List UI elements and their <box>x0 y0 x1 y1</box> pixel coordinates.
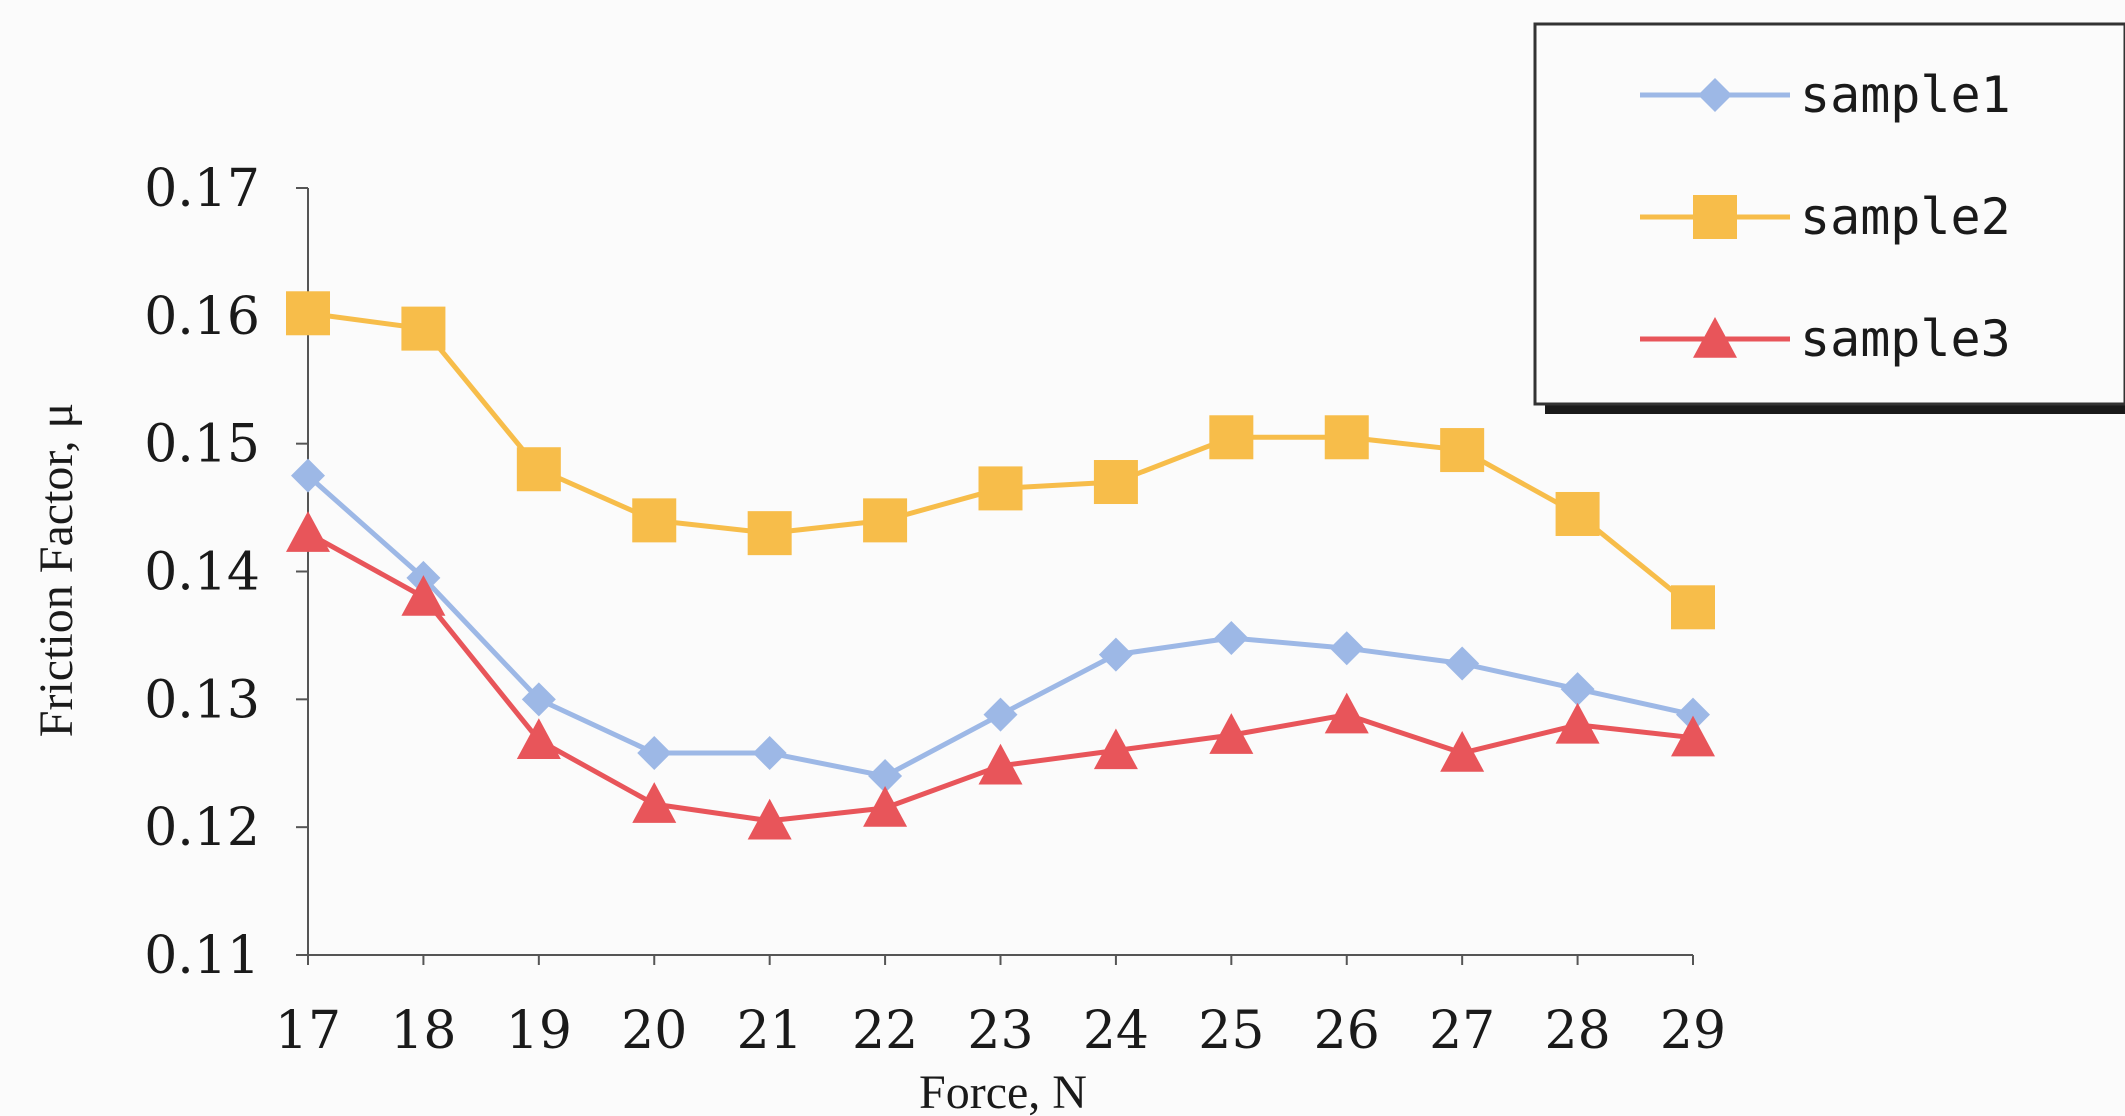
data-point-sample1 <box>1676 697 1710 732</box>
data-point-sample3 <box>978 743 1023 785</box>
data-point-sample3 <box>1324 692 1369 734</box>
data-point-sample1 <box>521 682 556 717</box>
x-tick-label: 28 <box>1544 1001 1610 1061</box>
x-tick-label: 21 <box>737 1001 803 1061</box>
data-point-sample1 <box>983 697 1018 732</box>
y-axis-ticks: 0.11 0.12 0.13 0.14 0.15 0.16 0.17 <box>144 159 308 986</box>
x-tick-label: 20 <box>621 1001 687 1061</box>
x-tick-label: 24 <box>1083 1001 1149 1061</box>
x-tick-label: 18 <box>390 1001 456 1061</box>
x-tick-label: 25 <box>1198 1001 1264 1061</box>
y-tick-label: 0.11 <box>144 926 260 986</box>
x-axis-ticks: 17 18 19 20 21 22 23 24 25 26 27 28 29 <box>275 955 1726 1061</box>
data-point-sample1 <box>291 458 325 493</box>
series-sample2 <box>286 291 1715 630</box>
legend-box <box>1533 22 2125 406</box>
y-tick-label: 0.16 <box>144 287 260 347</box>
data-point-sample2 <box>747 511 792 556</box>
y-tick-label: 0.17 <box>144 159 260 219</box>
x-tick-label: 17 <box>275 1001 341 1061</box>
x-axis-title: Force, N <box>919 1066 1087 1116</box>
data-point-sample1 <box>1560 672 1595 707</box>
data-point-sample2 <box>978 466 1023 511</box>
series-sample1 <box>291 458 1710 794</box>
legend-marker <box>1693 317 1737 358</box>
data-point-sample3 <box>1093 728 1138 770</box>
x-tick-label: 27 <box>1429 1001 1495 1061</box>
data-point-sample3 <box>1440 731 1485 772</box>
legend: sample1 sample2 sample3 <box>1533 22 2125 414</box>
data-point-sample3 <box>863 785 908 827</box>
legend-marker <box>1698 78 1732 112</box>
data-point-sample1 <box>752 736 787 771</box>
legend-items: sample1 sample2 sample3 <box>1640 66 2011 368</box>
data-point-sample3 <box>1555 702 1600 744</box>
data-point-sample1 <box>637 736 672 771</box>
legend-marker <box>1693 195 1737 239</box>
data-point-sample3 <box>747 798 792 840</box>
data-point-sample2 <box>1671 585 1715 630</box>
y-axis-title: Friction Factor, μ <box>30 403 83 737</box>
data-point-sample1 <box>1098 637 1133 672</box>
y-tick-label: 0.12 <box>144 798 260 858</box>
data-point-sample2 <box>1324 415 1369 460</box>
data-point-sample1 <box>1214 620 1249 655</box>
data-point-sample3 <box>401 575 446 616</box>
data-point-sample2 <box>1440 428 1485 473</box>
legend-label: sample2 <box>1800 188 2011 246</box>
data-point-sample2 <box>1209 415 1254 460</box>
x-tick-label: 29 <box>1660 1001 1726 1061</box>
data-point-sample3 <box>286 511 330 552</box>
data-point-sample2 <box>1555 491 1600 536</box>
legend-label: sample1 <box>1800 66 2011 124</box>
series-sample3 <box>286 511 1715 840</box>
data-point-sample2 <box>286 291 330 336</box>
data-point-sample3 <box>1209 713 1254 754</box>
x-tick-label: 23 <box>967 1001 1033 1061</box>
series-layer <box>286 291 1715 840</box>
data-point-sample2 <box>516 447 561 492</box>
data-point-sample2 <box>632 498 677 543</box>
x-tick-label: 22 <box>852 1001 918 1061</box>
legend-label: sample3 <box>1800 310 2011 368</box>
x-tick-label: 26 <box>1314 1001 1380 1061</box>
y-tick-label: 0.13 <box>144 670 260 730</box>
data-point-sample3 <box>632 782 677 823</box>
data-point-sample1 <box>1329 631 1364 666</box>
legend-item-sample2: sample2 <box>1640 188 2011 246</box>
data-point-sample3 <box>516 718 561 759</box>
legend-item-sample1: sample1 <box>1640 66 2011 124</box>
data-point-sample2 <box>1093 460 1138 505</box>
data-point-sample1 <box>868 759 903 794</box>
data-point-sample1 <box>1445 646 1480 681</box>
data-point-sample3 <box>1671 715 1715 757</box>
x-tick-label: 19 <box>506 1001 572 1061</box>
data-point-sample2 <box>401 306 446 351</box>
y-tick-label: 0.15 <box>144 415 260 475</box>
legend-item-sample3: sample3 <box>1640 310 2011 368</box>
y-tick-label: 0.14 <box>144 543 260 603</box>
data-point-sample2 <box>863 498 908 543</box>
